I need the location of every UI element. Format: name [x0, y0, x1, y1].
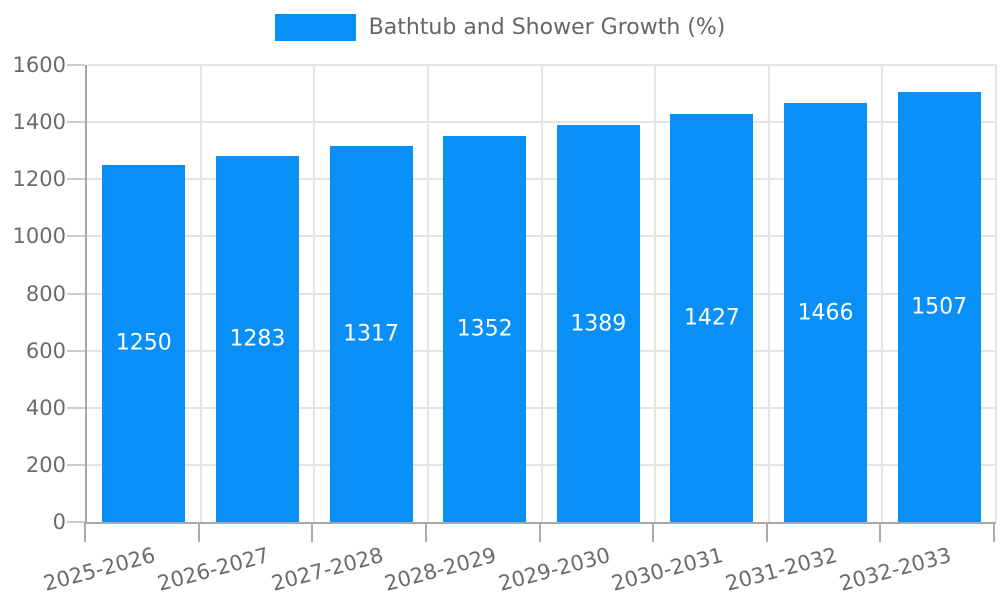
- bar: 1389: [556, 125, 640, 522]
- x-gridline: [767, 65, 770, 522]
- y-axis-tick-label: 1200: [12, 167, 66, 192]
- bar-value-label: 1352: [456, 316, 513, 342]
- bar-value-label: 1317: [343, 321, 400, 347]
- x-axis-tick-label: 2031-2032: [722, 543, 840, 596]
- x-gridline: [426, 65, 429, 522]
- plot-area: 1250 1283 1317 1352 1389 1427 1466 1507: [85, 64, 997, 524]
- x-axis-tick-mark: [879, 522, 882, 542]
- x-axis-tick-mark: [538, 522, 541, 542]
- legend-label: Bathtub and Shower Growth (%): [368, 15, 726, 40]
- bar-value-label: 1466: [797, 300, 854, 326]
- x-axis-tick-label: 2028-2029: [382, 543, 499, 596]
- bar: 1466: [784, 103, 868, 522]
- x-axis-tick-label: 2032-2033: [836, 543, 954, 596]
- x-gridline: [654, 65, 657, 522]
- y-axis-tick-mark: [67, 121, 85, 124]
- x-gridline: [313, 65, 316, 522]
- y-axis-tick-label: 400: [25, 395, 66, 420]
- bar-value-label: 1250: [115, 330, 172, 356]
- x-axis-tick-mark: [993, 522, 995, 542]
- bar-value-label: 1283: [229, 326, 286, 352]
- bar: 1352: [443, 135, 527, 522]
- x-axis-tick-mark: [84, 522, 86, 542]
- bar-value-label: 1507: [911, 294, 968, 320]
- y-axis-tick-label: 1400: [12, 110, 66, 135]
- bar-value-label: 1389: [570, 311, 627, 337]
- x-gridline: [881, 65, 884, 522]
- x-axis-tick-mark: [765, 522, 768, 542]
- y-axis-tick-mark: [67, 235, 85, 238]
- y-axis-tick-mark: [67, 64, 85, 66]
- y-axis-tick-mark: [67, 178, 85, 181]
- x-gridline: [199, 65, 202, 522]
- bar: 1283: [215, 155, 299, 522]
- y-axis-tick-mark: [67, 292, 85, 295]
- y-axis-tick-label: 1600: [12, 53, 66, 77]
- x-axis-tick-label: 2027-2028: [268, 543, 386, 596]
- legend: Bathtub and Shower Growth (%): [0, 14, 1000, 41]
- y-axis-tick-label: 0: [52, 510, 66, 534]
- x-gridline: [995, 65, 997, 522]
- y-axis-tick-label: 800: [25, 281, 66, 306]
- bar: 1317: [329, 145, 413, 522]
- y-axis-tick-mark: [67, 521, 85, 523]
- x-axis-tick-mark: [652, 522, 655, 542]
- y-axis-tick-label: 600: [25, 338, 66, 363]
- y-axis-tick-label: 200: [25, 452, 66, 477]
- bar-value-label: 1427: [683, 305, 740, 331]
- x-axis-tick-mark: [197, 522, 200, 542]
- x-gridline: [540, 65, 543, 522]
- x-axis-tick-label: 2026-2027: [154, 543, 272, 596]
- x-axis-tick-label: 2029-2030: [495, 543, 613, 596]
- x-axis-tick-mark: [424, 522, 427, 542]
- x-axis-tick-label: 2030-2031: [609, 543, 727, 596]
- bar: 1427: [670, 114, 754, 522]
- bar: 1250: [102, 164, 186, 522]
- y-axis-tick-mark: [67, 349, 85, 352]
- bar: 1507: [897, 91, 981, 522]
- x-axis-tick-label: 2025-2026: [41, 543, 159, 596]
- y-axis-tick-label: 1000: [12, 224, 66, 249]
- x-axis-tick-mark: [311, 522, 314, 542]
- y-axis-tick-mark: [67, 463, 85, 466]
- y-axis-tick-mark: [67, 406, 85, 409]
- legend-swatch: [274, 14, 356, 41]
